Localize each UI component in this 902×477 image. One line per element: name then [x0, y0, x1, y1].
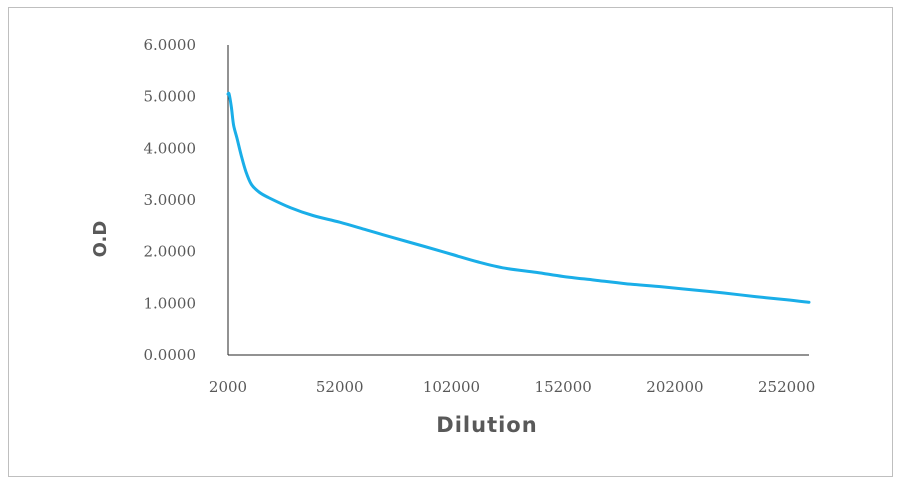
y-tick-label: 6.0000 [144, 36, 197, 54]
series-layer [226, 91, 811, 304]
x-axis-title: Dilution [436, 413, 537, 437]
x-tick-label: 252000 [758, 378, 815, 396]
y-tick-label: 0.0000 [144, 346, 197, 364]
y-axis-title: O.D [90, 221, 111, 258]
x-tick-label: 202000 [646, 378, 703, 396]
line-chart: 0.0000 1.0000 2.0000 3.0000 4.0000 5.0000 6.00… [90, 36, 815, 437]
y-tick-label: 4.0000 [144, 139, 197, 157]
y-tick-label: 2.0000 [144, 243, 197, 261]
x-tick-label: 52000 [316, 378, 364, 396]
y-tick-label: 3.0000 [144, 191, 197, 209]
x-tick-label: 2000 [209, 378, 247, 396]
x-tick-label: 152000 [535, 378, 592, 396]
chart-frame [8, 7, 893, 477]
y-tick-label: 5.0000 [144, 88, 197, 106]
x-tick-labels: 2000 52000 102000 152000 202000 252000 [209, 378, 815, 396]
y-tick-label: 1.0000 [144, 294, 197, 312]
y-tick-labels: 0.0000 1.0000 2.0000 3.0000 4.0000 5.0000 6.00… [144, 36, 197, 364]
x-tick-label: 102000 [423, 378, 480, 396]
series-line [226, 91, 811, 304]
